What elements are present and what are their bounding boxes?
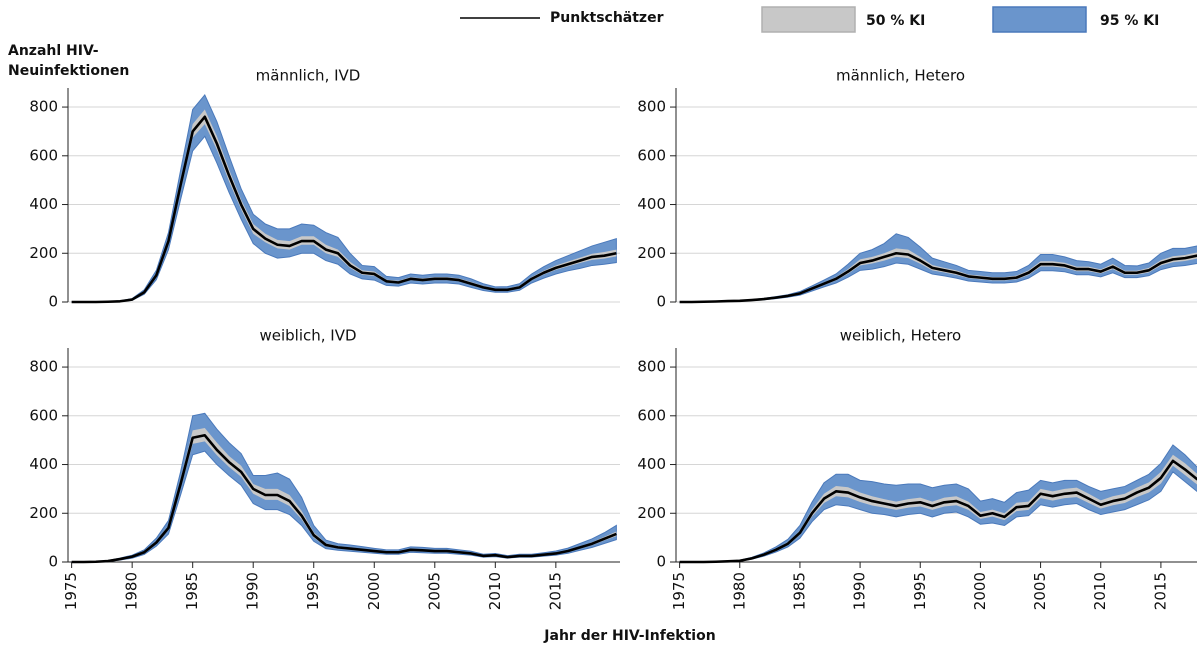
- x-tick-label: 1980: [730, 572, 748, 610]
- x-tick-label: 2015: [546, 572, 564, 610]
- y-tick-label: 400: [29, 195, 58, 213]
- x-tick-label: 1985: [183, 572, 201, 610]
- y-tick-label: 200: [637, 504, 666, 522]
- plot-area: [679, 233, 1197, 304]
- y-tick-label: 0: [656, 553, 666, 571]
- x-tick-label: 2015: [1151, 572, 1169, 610]
- y-tick-label: 800: [29, 358, 58, 376]
- plot-area: [71, 93, 617, 304]
- y-tick-label: 0: [48, 553, 58, 571]
- y-tick-label: 800: [29, 98, 58, 116]
- x-tick-label: 1975: [670, 572, 688, 610]
- y-tick-label: 400: [637, 195, 666, 213]
- y-tick-label: 400: [29, 455, 58, 473]
- panel-title: männlich, Hetero: [836, 67, 965, 85]
- y-tick-label: 600: [29, 406, 58, 424]
- x-tick-label: 2000: [971, 572, 989, 610]
- plot-area: [71, 412, 617, 564]
- y-tick-label: 200: [29, 244, 58, 262]
- panel-title: weiblich, IVD: [259, 327, 356, 345]
- point-estimate-line: [679, 459, 1197, 564]
- y-tick-label: 800: [637, 98, 666, 116]
- legend-label: 50 % KI: [866, 13, 925, 29]
- plot-area: [679, 444, 1197, 564]
- y-tick-label: 200: [637, 244, 666, 262]
- legend-label: Punktschätzer: [550, 10, 664, 26]
- x-axis-label: Jahr der HIV-Infektion: [543, 628, 715, 644]
- y-tick-label: 0: [656, 293, 666, 311]
- x-tick-label: 2010: [486, 572, 504, 610]
- y-axis-label: Neuinfektionen: [8, 63, 129, 79]
- y-tick-label: 200: [29, 504, 58, 522]
- x-tick-label: 2005: [425, 572, 443, 610]
- point-estimate-line: [71, 115, 617, 304]
- ci-95-band: [71, 412, 617, 563]
- legend-swatch: [761, 6, 856, 33]
- y-tick-label: 600: [637, 406, 666, 424]
- y-tick-label: 0: [48, 293, 58, 311]
- y-tick-label: 600: [637, 146, 666, 164]
- x-tick-label: 1990: [851, 572, 869, 610]
- panel-title: weiblich, Hetero: [840, 327, 961, 345]
- panel-title: männlich, IVD: [256, 67, 361, 85]
- x-tick-label: 1995: [304, 572, 322, 610]
- x-tick-label: 1995: [911, 572, 929, 610]
- legend-swatch: [992, 6, 1087, 33]
- x-tick-label: 1990: [244, 572, 262, 610]
- legend-label: 95 % KI: [1100, 13, 1159, 29]
- y-axis-label: Anzahl HIV-: [8, 43, 99, 59]
- x-tick-label: 2000: [365, 572, 383, 610]
- x-tick-label: 1975: [62, 572, 80, 610]
- x-tick-label: 2010: [1091, 572, 1109, 610]
- point-estimate-line: [679, 251, 1197, 304]
- point-estimate-line: [71, 433, 617, 564]
- y-tick-label: 600: [29, 146, 58, 164]
- y-tick-label: 800: [637, 358, 666, 376]
- y-tick-label: 400: [637, 455, 666, 473]
- x-tick-label: 1980: [123, 572, 141, 610]
- x-tick-label: 2005: [1031, 572, 1049, 610]
- ci-95-band: [71, 93, 617, 303]
- x-tick-label: 1985: [790, 572, 808, 610]
